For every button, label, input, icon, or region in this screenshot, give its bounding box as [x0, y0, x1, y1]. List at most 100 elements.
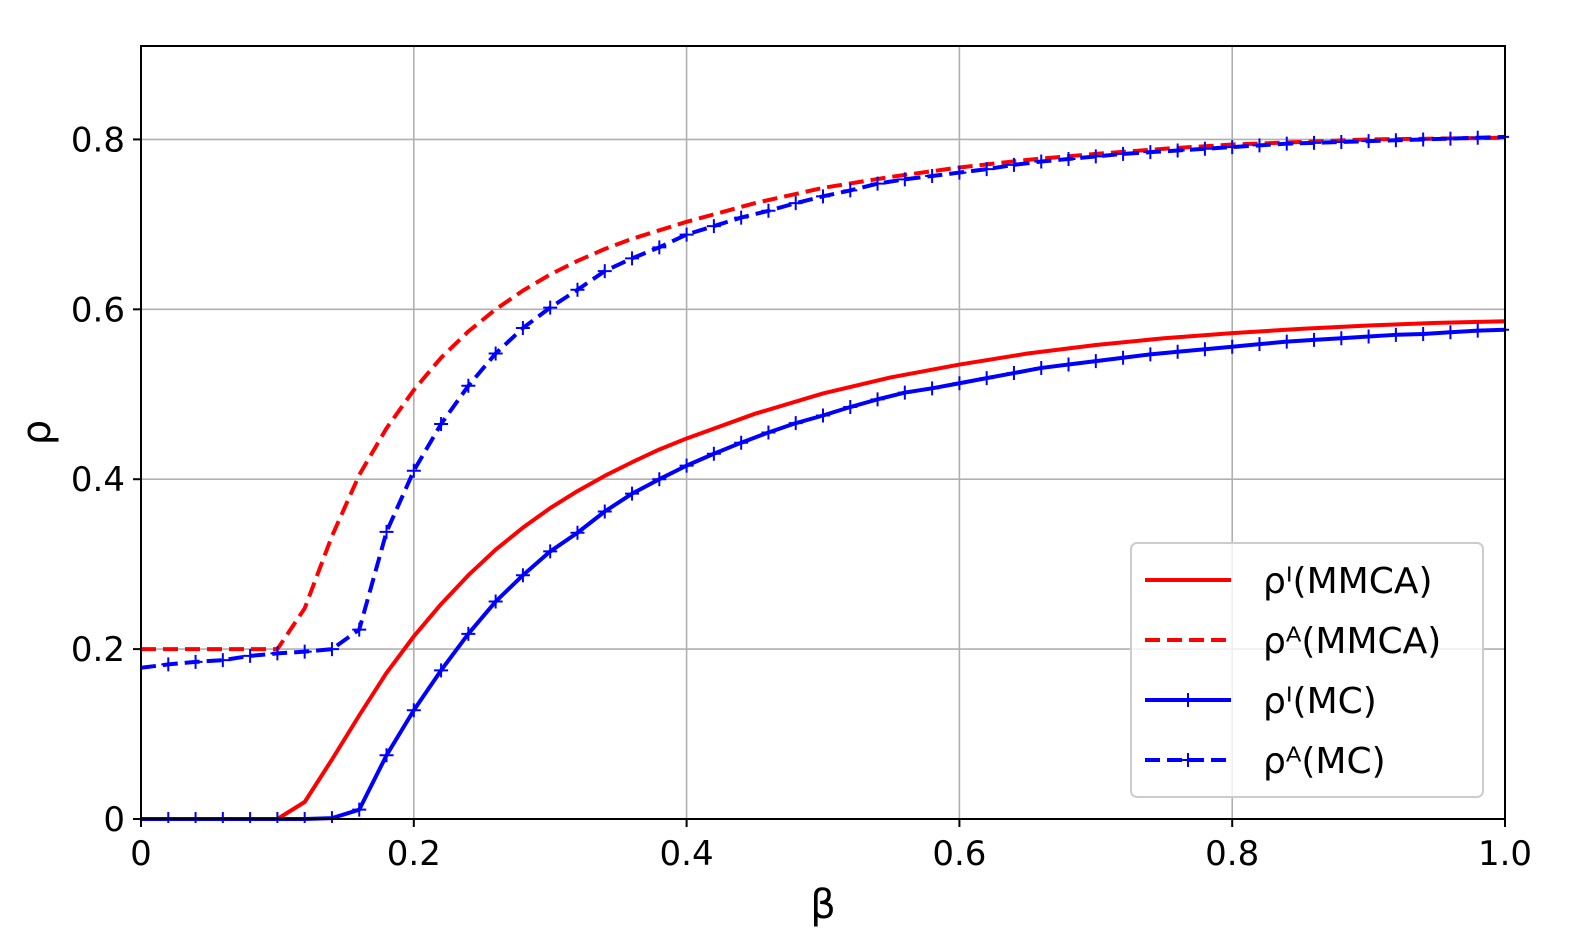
legend-label: ρᴵ(MMCA)	[1263, 561, 1433, 602]
data-point-marker	[1470, 323, 1485, 338]
data-point-marker	[1088, 149, 1103, 164]
data-point-marker	[1034, 154, 1049, 169]
data-point-marker	[1116, 146, 1131, 161]
data-point-marker	[816, 408, 830, 423]
data-point-marker	[1334, 134, 1349, 149]
series-line	[141, 319, 1506, 821]
data-point-marker	[897, 385, 912, 400]
data-point-marker	[1416, 326, 1431, 341]
data-point-marker	[1170, 344, 1185, 359]
data-point-marker	[515, 321, 530, 336]
data-point-marker	[679, 458, 694, 473]
data-point-marker	[1170, 143, 1185, 158]
data-point-marker	[379, 524, 394, 539]
data-point-marker	[297, 644, 312, 659]
tick-layer: 0 0.2 0.4 0.6 0.8 1.0 0 0.2 0.4 0.6 0.8	[71, 120, 1532, 874]
data-point-marker	[461, 378, 476, 393]
data-point-marker	[1225, 140, 1240, 155]
data-point-marker	[843, 400, 858, 415]
legend-item: ρᴵ(MMCA)	[1145, 561, 1433, 602]
data-point-marker	[1225, 339, 1240, 354]
data-point-marker	[1143, 145, 1158, 160]
data-point-marker	[406, 703, 421, 718]
data-point-marker	[979, 371, 994, 386]
data-point-marker	[1143, 347, 1158, 362]
data-point-marker	[1443, 131, 1458, 146]
data-point-marker	[1416, 132, 1431, 147]
data-point-marker	[570, 282, 585, 297]
data-point-marker	[1034, 360, 1049, 375]
data-point-marker	[652, 240, 667, 255]
data-point-marker	[188, 654, 203, 669]
data-point-marker	[1307, 332, 1322, 347]
data-point-marker	[1279, 136, 1294, 151]
x-tick-label: 0.6	[932, 834, 986, 874]
data-point-marker	[734, 210, 749, 225]
data-point-marker	[543, 544, 558, 559]
data-point-marker	[952, 376, 967, 391]
data-point-marker	[352, 622, 367, 637]
data-point-marker	[1006, 366, 1021, 381]
data-point-marker	[215, 653, 230, 668]
data-point-marker	[570, 525, 585, 540]
series-4	[141, 129, 1509, 675]
legend-box	[1130, 542, 1484, 798]
series-line	[141, 135, 1506, 652]
data-point-marker	[625, 486, 640, 501]
data-point-marker	[952, 165, 967, 180]
data-point-marker	[1061, 357, 1076, 372]
legend: ρᴵ(MMCA) ρᴬ(MMCA) ρᴵ(MC) ρᴬ(MC)	[1130, 542, 1484, 798]
y-axis-label: ρ	[14, 420, 60, 445]
legend-label: ρᴬ(MC)	[1263, 741, 1386, 782]
data-point-marker	[625, 251, 640, 266]
legend-item: ρᴬ(MMCA)	[1145, 621, 1441, 662]
data-point-marker	[679, 227, 694, 242]
data-point-marker	[1470, 130, 1485, 145]
data-point-marker	[1061, 151, 1076, 166]
data-point-marker	[706, 219, 721, 234]
data-point-marker	[488, 346, 503, 361]
data-point-marker	[379, 748, 394, 763]
data-point-marker	[897, 172, 912, 187]
legend-item: ρᴵ(MC)	[1145, 681, 1377, 722]
x-tick-label: 0.4	[660, 834, 714, 874]
x-axis-label: β	[810, 882, 836, 928]
data-point-marker	[488, 594, 503, 609]
data-point-marker	[652, 472, 667, 487]
data-point-marker	[270, 646, 285, 661]
data-point-marker	[925, 381, 940, 396]
data-point-marker	[1197, 342, 1212, 357]
data-point-marker	[761, 203, 776, 218]
data-point-marker	[434, 417, 449, 432]
data-point-marker	[1088, 354, 1103, 369]
data-point-marker	[734, 435, 749, 450]
legend-item: ρᴬ(MC)	[1145, 741, 1386, 782]
data-point-marker	[1361, 329, 1376, 344]
data-point-marker	[761, 425, 776, 440]
y-tick-label: 0	[103, 800, 125, 840]
data-point-marker	[1252, 337, 1267, 352]
data-point-marker	[161, 657, 176, 672]
data-point-marker	[324, 642, 339, 657]
legend-marker	[1181, 753, 1195, 767]
x-tick-label: 1.0	[1478, 834, 1532, 874]
data-point-marker	[352, 802, 367, 817]
data-point-marker	[515, 568, 530, 583]
data-point-marker	[1388, 327, 1403, 342]
data-point-marker	[1334, 331, 1349, 346]
data-point-marker	[141, 660, 148, 675]
data-point-marker	[597, 264, 612, 279]
legend-label: ρᴵ(MC)	[1263, 681, 1377, 722]
data-point-marker	[1361, 134, 1376, 149]
data-point-marker	[1252, 138, 1267, 153]
data-point-marker	[1116, 350, 1131, 365]
data-point-marker	[1443, 325, 1458, 340]
data-point-marker	[706, 446, 721, 461]
series-layer	[141, 129, 1509, 823]
plot-area-frame	[140, 45, 1506, 820]
data-point-marker	[243, 648, 258, 663]
data-point-marker	[843, 183, 858, 198]
data-point-marker	[1307, 135, 1322, 150]
series-1	[141, 319, 1506, 821]
